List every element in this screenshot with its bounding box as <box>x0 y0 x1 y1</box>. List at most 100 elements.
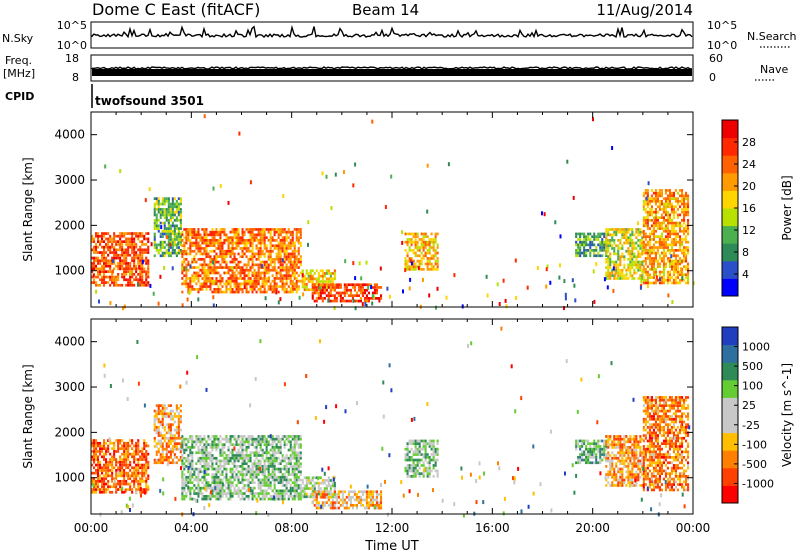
velocity-cell <box>275 497 278 501</box>
power-cell <box>609 241 612 245</box>
power-cell <box>668 213 671 217</box>
velocity-cell <box>259 486 262 490</box>
power-cell <box>165 197 168 200</box>
power-cell <box>658 194 661 198</box>
power-cell <box>181 260 184 264</box>
velocity-cell <box>225 440 228 444</box>
velocity-cell <box>157 407 160 410</box>
power-cell <box>215 268 218 272</box>
velocity-cell <box>165 447 168 451</box>
power-cell <box>434 240 437 244</box>
velocity-cell <box>285 435 288 438</box>
power-cell <box>656 200 659 203</box>
power-cell <box>579 243 582 247</box>
power-cell <box>672 213 675 217</box>
power-cell <box>648 273 651 277</box>
velocity-cell <box>253 454 256 457</box>
velocity-cell <box>253 475 256 479</box>
power-cell <box>432 257 435 260</box>
velocity-cell <box>311 493 314 496</box>
power-cell <box>137 281 140 284</box>
velocity-cell <box>265 454 268 457</box>
power-cell <box>231 241 234 245</box>
power-cell <box>646 257 649 260</box>
velocity-cell <box>227 489 230 493</box>
velocity-cell <box>277 489 280 493</box>
velocity-cell <box>167 404 170 407</box>
power-cell <box>409 277 412 282</box>
power-cell <box>287 228 290 231</box>
power-cell <box>283 252 286 256</box>
velocity-cell <box>303 484 306 488</box>
power-cell <box>153 232 156 236</box>
power-cell <box>656 262 659 266</box>
power-cell <box>654 216 657 219</box>
power-cell <box>249 236 252 239</box>
power-cell <box>171 224 174 228</box>
power-cell <box>169 246 172 249</box>
power-cell <box>175 219 178 222</box>
power-cell <box>339 294 342 297</box>
velocity-cell <box>189 465 192 468</box>
power-cell <box>605 228 608 231</box>
velocity-cell <box>261 473 264 476</box>
velocity-cell <box>299 478 302 482</box>
velocity-cell <box>267 470 270 474</box>
velocity-cell <box>107 469 110 472</box>
velocity-cell <box>243 448 246 452</box>
power-cell <box>191 236 194 239</box>
power-cell <box>117 262 120 265</box>
power-cell <box>167 238 170 241</box>
power-cell <box>660 243 663 247</box>
power-cell <box>205 241 208 245</box>
power-cell <box>233 233 236 237</box>
velocity-cell <box>257 462 260 465</box>
power-cell <box>123 240 126 243</box>
velocity-cell <box>293 470 296 474</box>
power-cell <box>668 270 671 274</box>
nsky-tick-top: 10^5 <box>57 19 87 32</box>
power-cell <box>406 232 409 236</box>
velocity-cell <box>117 447 120 450</box>
power-cell <box>263 274 266 277</box>
velocity-cell <box>213 484 216 487</box>
power-cell <box>285 239 288 242</box>
velocity-cell <box>93 458 96 461</box>
power-cell <box>295 288 298 291</box>
power-cell <box>607 277 610 280</box>
power-cell <box>263 282 266 286</box>
power-cell <box>658 273 661 277</box>
velocity-cell <box>103 482 106 486</box>
velocity-cell <box>127 455 130 459</box>
velocity-cell <box>125 447 128 450</box>
power-cell <box>257 282 260 286</box>
velocity-cell <box>241 456 244 460</box>
power-cell <box>295 236 298 239</box>
velocity-cell <box>101 469 104 472</box>
power-cell <box>143 283 146 287</box>
velocity-cell <box>101 488 104 491</box>
power-cell <box>687 251 690 255</box>
velocity-cell <box>223 437 226 441</box>
velocity-cell <box>267 435 270 438</box>
power-cell <box>559 234 562 239</box>
power-cell <box>171 243 174 247</box>
velocity-cell <box>123 477 126 480</box>
power-cell <box>279 297 282 302</box>
power-cell <box>662 273 665 277</box>
power-cell <box>99 273 102 276</box>
power-cell <box>147 273 150 276</box>
power-cell <box>183 266 186 269</box>
velocity-cell <box>223 462 226 465</box>
power-cell <box>611 236 614 239</box>
power-cell <box>319 283 322 287</box>
velocity-cell <box>291 489 294 493</box>
power-cell <box>193 230 196 234</box>
power-cell <box>225 260 228 264</box>
power-cell <box>583 254 586 258</box>
power-cell <box>153 235 156 238</box>
power-cell <box>257 249 260 253</box>
power-cell <box>229 268 232 272</box>
power-cell <box>257 230 260 234</box>
power-cell <box>217 279 220 283</box>
